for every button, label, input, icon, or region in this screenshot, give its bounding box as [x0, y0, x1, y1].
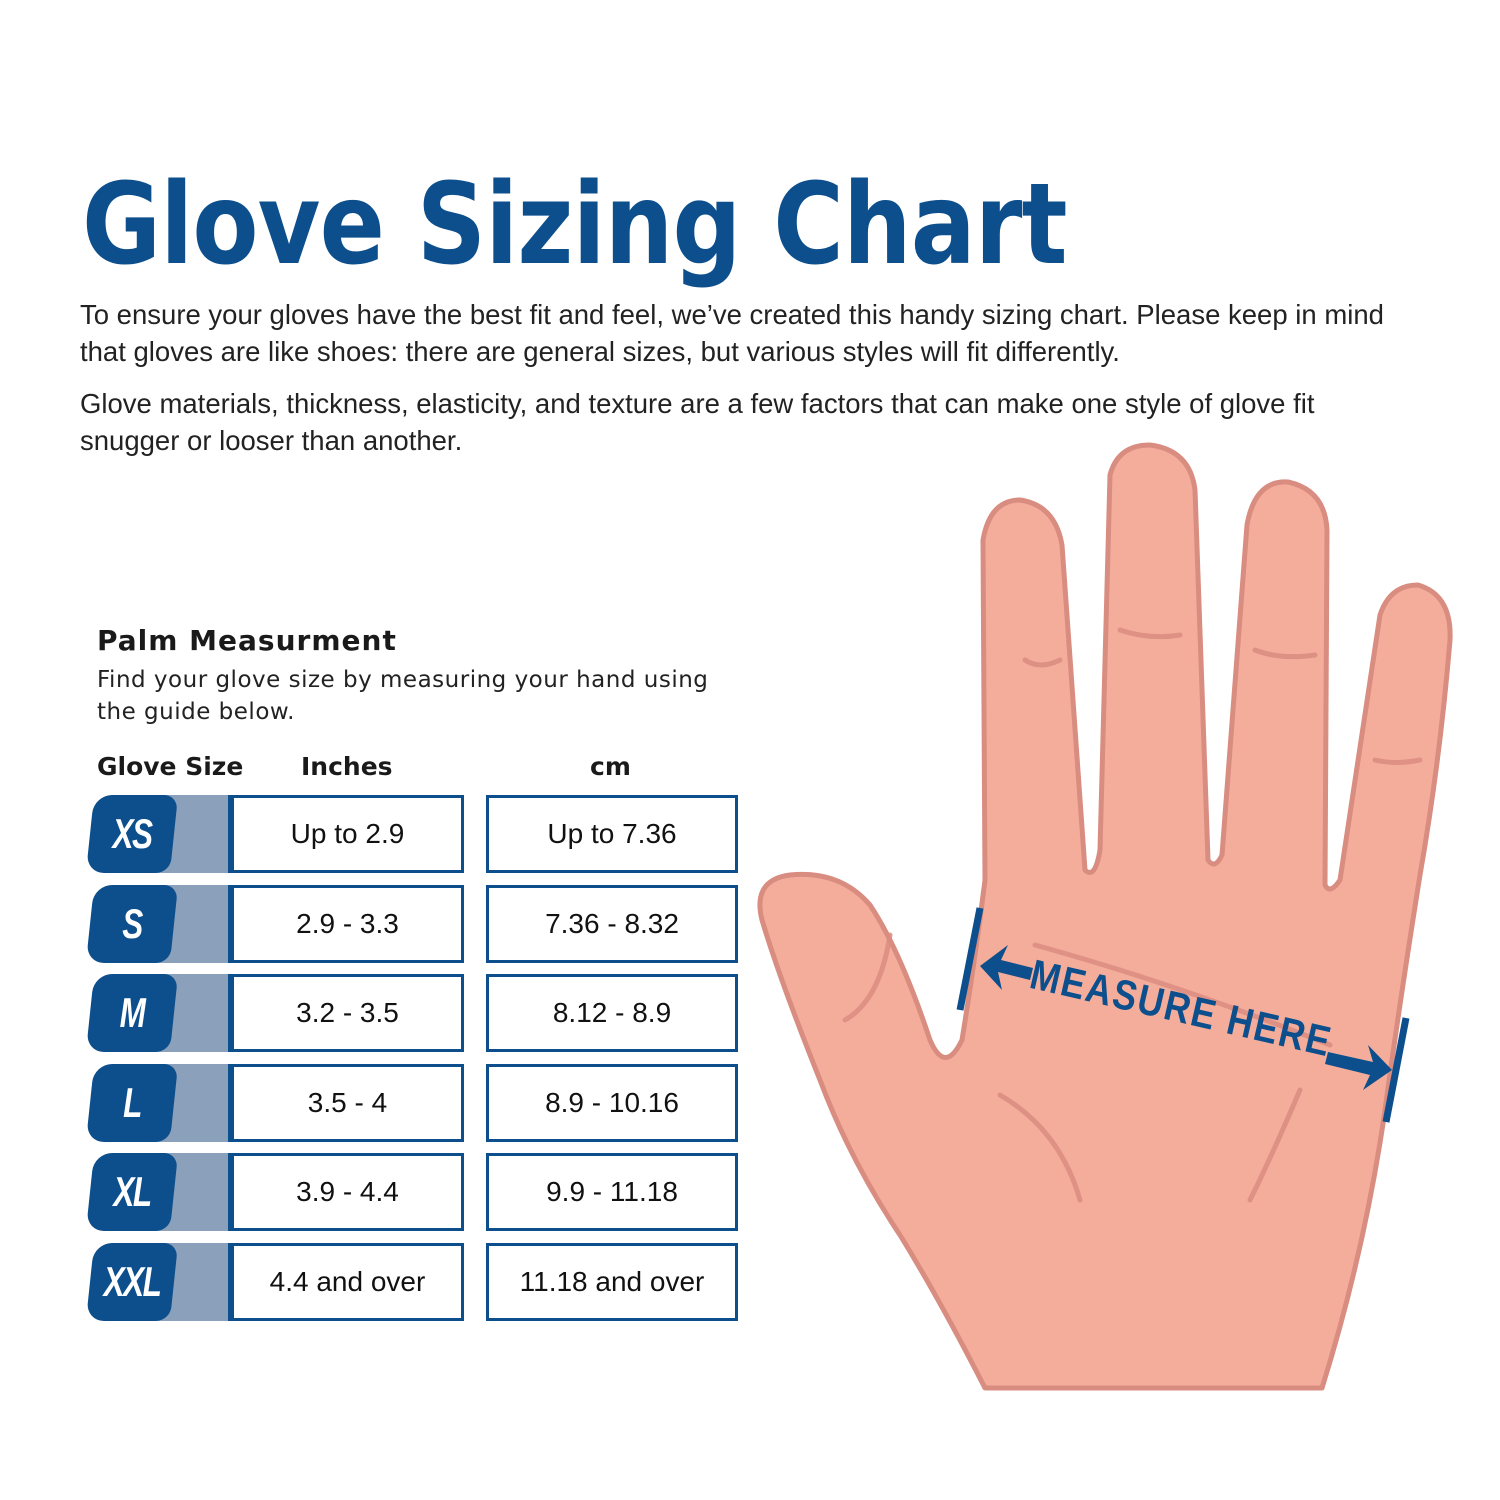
- palm-subtitle: Find your glove size by measuring your h…: [97, 667, 709, 725]
- inches-cell: Up to 2.9: [228, 795, 464, 873]
- header-inches: Inches: [301, 752, 393, 781]
- cm-cell: 8.9 - 10.16: [486, 1063, 738, 1142]
- cm-cell: 11.18 and over: [486, 1243, 738, 1321]
- cm-cell: Up to 7.36: [486, 795, 738, 873]
- header-glove-size: Glove Size: [97, 752, 244, 781]
- inches-cell: 3.2 - 3.5: [228, 974, 464, 1053]
- inches-cell: 3.9 - 4.4: [228, 1153, 464, 1232]
- cm-cell: 7.36 - 8.32: [486, 884, 738, 963]
- inches-cell: 4.4 and over: [228, 1243, 464, 1321]
- size-row: M 3.2 - 3.5 8.12 - 8.9: [85, 974, 740, 1053]
- measure-right-bar: [1382, 1017, 1410, 1123]
- intro-paragraph-2: Glove materials, thickness, elasticity, …: [80, 388, 1315, 456]
- size-row: S 2.9 - 3.3 7.36 - 8.32: [85, 884, 740, 963]
- size-row: XS Up to 2.9 Up to 7.36: [85, 795, 740, 873]
- size-label: XL: [113, 1168, 152, 1216]
- intro-paragraph-1: To ensure your gloves have the best fit …: [80, 299, 1384, 367]
- hand-icon: [757, 442, 1453, 1391]
- inches-cell: 2.9 - 3.3: [228, 884, 464, 963]
- page-title: Glove Sizing Chart: [82, 160, 1068, 290]
- arrow-right-icon: [1325, 1045, 1392, 1090]
- size-label: XXL: [103, 1258, 162, 1305]
- size-label: S: [122, 899, 143, 947]
- cm-cell: 9.9 - 11.18: [486, 1153, 738, 1232]
- palm-title: Palm Measurment: [97, 624, 397, 657]
- size-label: M: [119, 989, 146, 1037]
- size-row: XL 3.9 - 4.4 9.9 - 11.18: [85, 1153, 740, 1232]
- cm-cell: 8.12 - 8.9: [486, 974, 738, 1053]
- size-row: L 3.5 - 4 8.9 - 10.16: [85, 1063, 740, 1142]
- header-cm: cm: [590, 752, 631, 781]
- arrow-left-icon: [980, 945, 1033, 990]
- palm-creases: [842, 627, 1423, 1203]
- size-label: L: [123, 1078, 142, 1126]
- inches-cell: 3.5 - 4: [228, 1063, 464, 1142]
- size-row: XXL 4.4 and over 11.18 and over: [85, 1243, 740, 1321]
- size-label: XS: [112, 810, 153, 857]
- measure-left-bar: [956, 907, 984, 1011]
